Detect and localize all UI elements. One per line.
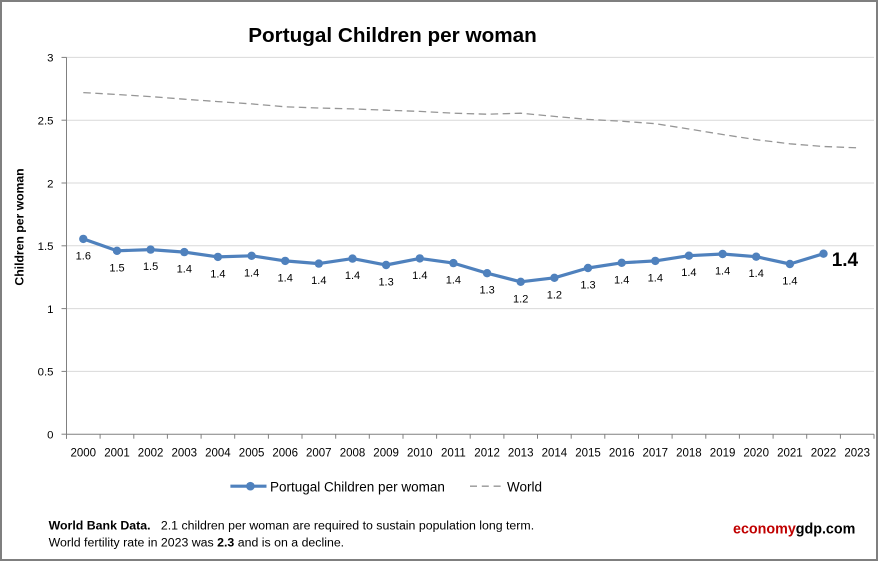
svg-text:1.4: 1.4	[749, 268, 764, 280]
svg-text:1.4: 1.4	[681, 267, 696, 279]
svg-text:World fertility rate in 2023 w: World fertility rate in 2023 was 2.3 and…	[49, 535, 345, 549]
svg-text:1.5: 1.5	[109, 262, 124, 274]
svg-text:2002: 2002	[138, 448, 164, 460]
svg-text:1: 1	[47, 304, 53, 316]
svg-text:2000: 2000	[71, 448, 97, 460]
svg-text:2018: 2018	[676, 448, 702, 460]
svg-text:1.4: 1.4	[311, 275, 326, 287]
svg-text:1.5: 1.5	[38, 241, 54, 253]
svg-text:0.5: 0.5	[38, 367, 54, 379]
svg-text:economygdp.com: economygdp.com	[733, 522, 855, 538]
svg-text:1.4: 1.4	[177, 264, 192, 276]
svg-text:1.4: 1.4	[244, 267, 259, 279]
svg-text:2014: 2014	[542, 448, 568, 460]
svg-text:2015: 2015	[575, 448, 601, 460]
svg-text:2017: 2017	[643, 448, 669, 460]
svg-text:2016: 2016	[609, 448, 635, 460]
svg-text:2008: 2008	[340, 448, 366, 460]
svg-text:1.5: 1.5	[143, 261, 158, 273]
svg-text:2007: 2007	[306, 448, 332, 460]
svg-text:1.4: 1.4	[782, 276, 797, 288]
svg-text:1.4: 1.4	[715, 266, 730, 278]
svg-text:1.4: 1.4	[345, 270, 360, 282]
svg-text:1.4: 1.4	[278, 272, 293, 284]
svg-text:2019: 2019	[710, 448, 736, 460]
svg-text:2010: 2010	[407, 448, 433, 460]
svg-text:2013: 2013	[508, 448, 534, 460]
svg-text:2012: 2012	[474, 448, 500, 460]
svg-text:Portugal Children per woman: Portugal Children per woman	[248, 24, 537, 47]
svg-text:2022: 2022	[811, 448, 837, 460]
svg-text:2023: 2023	[844, 448, 870, 460]
svg-text:2: 2	[47, 178, 53, 190]
svg-text:2001: 2001	[104, 448, 130, 460]
svg-text:Portugal Children per woman: Portugal Children per woman	[270, 480, 445, 495]
svg-text:2004: 2004	[205, 448, 231, 460]
svg-text:1.4: 1.4	[210, 268, 225, 280]
svg-text:0: 0	[47, 430, 53, 442]
svg-text:1.4: 1.4	[648, 272, 663, 284]
svg-text:1.2: 1.2	[513, 293, 528, 305]
svg-text:2006: 2006	[272, 448, 298, 460]
svg-text:2011: 2011	[441, 448, 466, 460]
svg-text:1.6: 1.6	[76, 250, 91, 262]
svg-text:1.4: 1.4	[446, 275, 461, 287]
svg-text:2020: 2020	[743, 448, 769, 460]
svg-text:1.2: 1.2	[547, 289, 562, 301]
svg-text:2005: 2005	[239, 448, 265, 460]
svg-text:2021: 2021	[777, 448, 803, 460]
svg-text:3: 3	[47, 53, 53, 65]
svg-text:1.4: 1.4	[832, 250, 859, 271]
svg-text:World Bank Data. 2.1 childre: World Bank Data. 2.1 children per woman …	[49, 518, 535, 532]
svg-text:1.3: 1.3	[479, 285, 494, 297]
svg-text:2003: 2003	[172, 448, 198, 460]
svg-text:1.3: 1.3	[580, 280, 595, 292]
svg-text:2.5: 2.5	[38, 116, 54, 128]
svg-text:2009: 2009	[373, 448, 399, 460]
svg-text:World: World	[507, 480, 542, 495]
svg-text:1.4: 1.4	[614, 274, 629, 286]
svg-text:1.4: 1.4	[412, 270, 427, 282]
svg-text:Children per woman: Children per woman	[12, 168, 26, 285]
svg-text:1.3: 1.3	[378, 277, 393, 289]
